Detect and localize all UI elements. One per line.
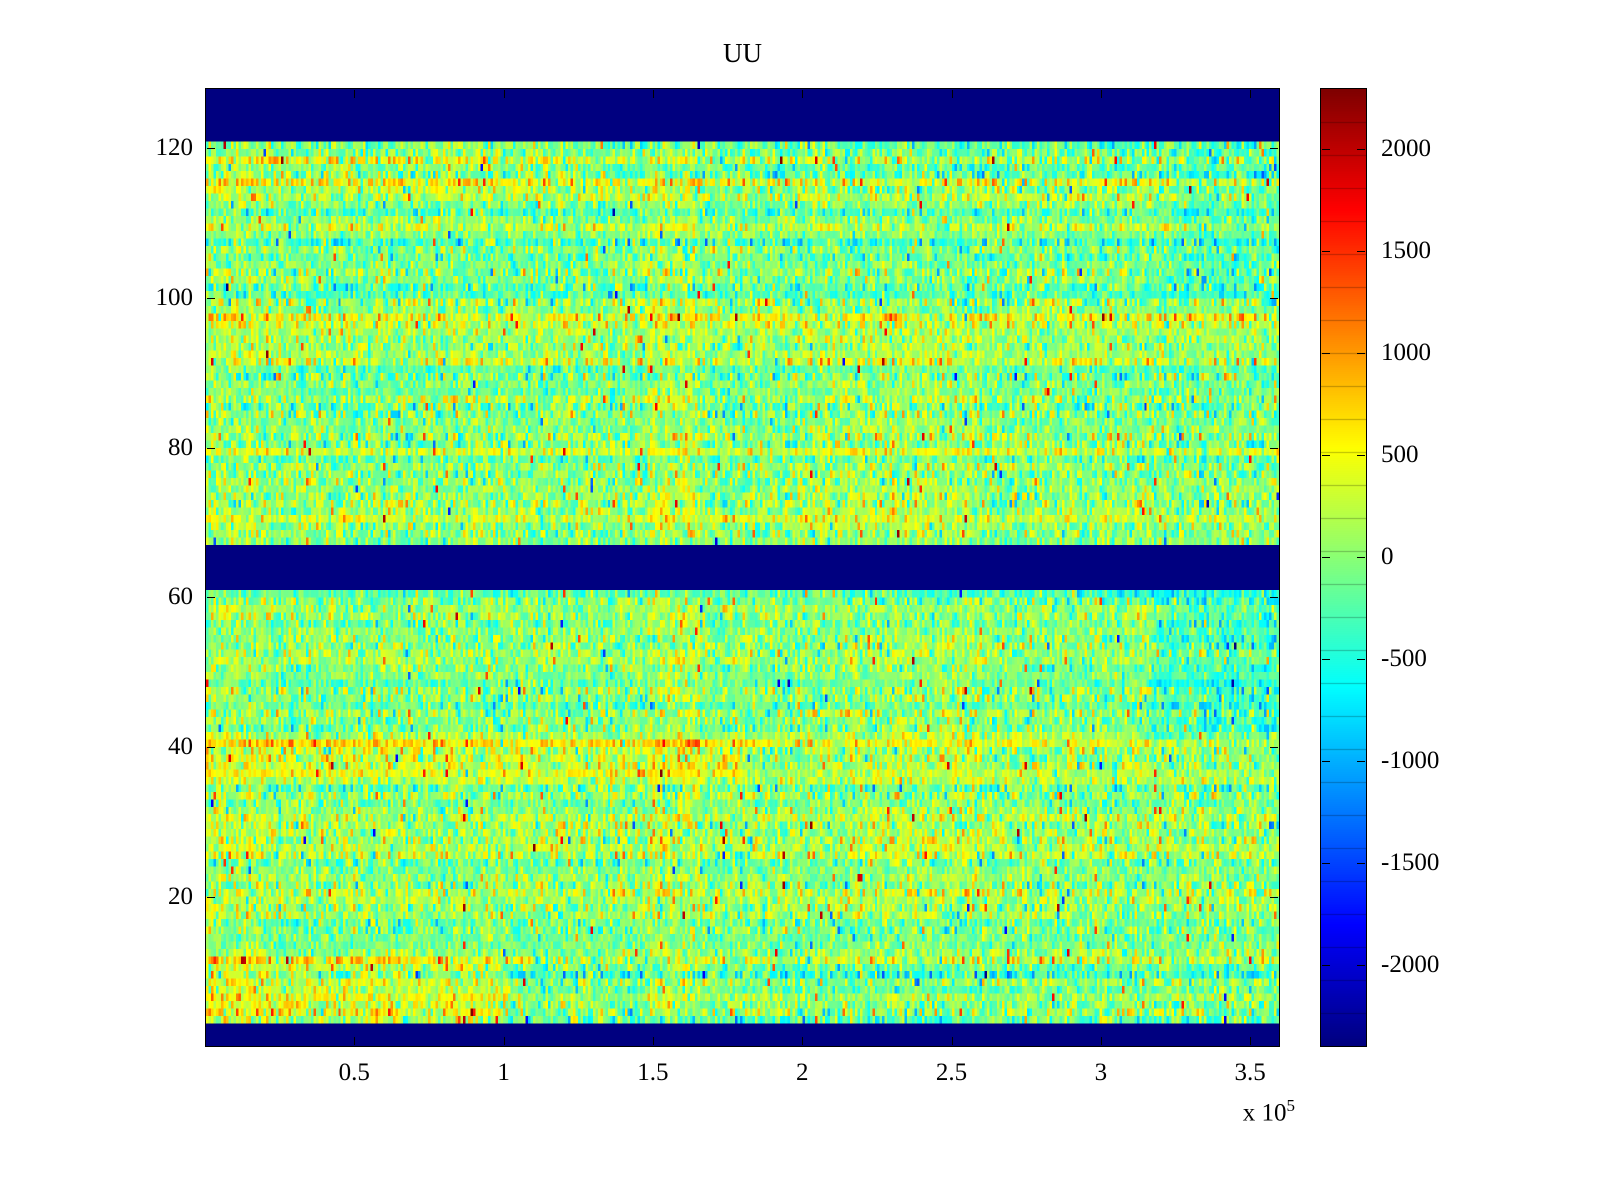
x-tick-mark: [1250, 1037, 1252, 1045]
x-tick-mark: [652, 1037, 654, 1045]
x-tick-mark: [503, 90, 505, 98]
y-tick-mark: [207, 597, 215, 599]
x-tick-label: 2.5: [935, 1059, 968, 1086]
y-tick-label: 40: [168, 733, 193, 761]
colorbar-tick-label: 1500: [1381, 237, 1431, 265]
colorbar-tick-mark: [1322, 455, 1330, 457]
x-tick-mark: [354, 1037, 356, 1045]
colorbar-tick-mark: [1357, 149, 1365, 151]
y-tick-label: 80: [168, 433, 193, 461]
x-tick-mark: [802, 1037, 804, 1045]
colorbar-tick-mark: [1322, 251, 1330, 253]
colorbar-tick-label: -1000: [1381, 747, 1440, 775]
x-exponent-power: 5: [1286, 1096, 1296, 1115]
x-tick-mark: [1100, 1037, 1102, 1045]
colorbar-tick-mark: [1322, 659, 1330, 661]
colorbar: [1320, 88, 1367, 1047]
colorbar-tick-label: 2000: [1381, 135, 1431, 163]
x-tick-mark: [354, 90, 356, 98]
chart-title: UU: [723, 38, 762, 68]
y-tick-label: 60: [168, 583, 193, 611]
heatmap-image: [206, 89, 1279, 1046]
colorbar-tick-mark: [1357, 251, 1365, 253]
x-tick-mark: [652, 90, 654, 98]
y-tick-label: 120: [155, 133, 194, 161]
y-tick-mark: [207, 897, 215, 899]
colorbar-tick-label: 500: [1381, 441, 1419, 469]
x-tick-mark: [951, 1037, 953, 1045]
x-tick-label: 0.5: [338, 1059, 370, 1086]
y-tick-mark: [1270, 147, 1278, 149]
y-tick-mark: [1270, 897, 1278, 899]
colorbar-tick-label: -2000: [1381, 951, 1440, 979]
colorbar-tick-label: 1000: [1381, 339, 1431, 367]
x-tick-label: 1: [497, 1059, 510, 1086]
colorbar-tick-label: -1500: [1381, 849, 1440, 877]
colorbar-tick-mark: [1322, 557, 1330, 559]
y-tick-mark: [207, 147, 215, 149]
colorbar-tick-mark: [1357, 659, 1365, 661]
x-tick-label: 1.5: [637, 1059, 669, 1086]
colorbar-tick-mark: [1357, 761, 1365, 763]
colorbar-tick-label: -500: [1381, 645, 1427, 673]
colorbar-tick-mark: [1322, 353, 1330, 355]
x-exponent-prefix: x 10: [1242, 1099, 1287, 1127]
x-tick-mark: [1250, 90, 1252, 98]
colorbar-tick-mark: [1357, 353, 1365, 355]
x-tick-mark: [1100, 90, 1102, 98]
y-tick-mark: [1270, 447, 1278, 449]
y-tick-mark: [1270, 747, 1278, 749]
colorbar-tick-mark: [1322, 863, 1330, 865]
colorbar-tick-mark: [1322, 965, 1330, 967]
x-tick-mark: [951, 90, 953, 98]
x-tick-mark: [503, 1037, 505, 1045]
x-axis-exponent-label: x 105: [1185, 1096, 1295, 1127]
colorbar-tick-mark: [1357, 863, 1365, 865]
colorbar-tick-mark: [1357, 965, 1365, 967]
y-tick-mark: [207, 297, 215, 299]
x-tick-label: 3.5: [1234, 1059, 1266, 1086]
colorbar-tick-mark: [1357, 455, 1365, 457]
colorbar-tick-label: 0: [1381, 543, 1394, 571]
colorbar-gradient: [1321, 89, 1366, 1046]
y-tick-mark: [207, 747, 215, 749]
colorbar-tick-mark: [1322, 761, 1330, 763]
y-tick-mark: [1270, 297, 1278, 299]
y-tick-label: 20: [168, 883, 193, 911]
y-tick-label: 100: [155, 283, 194, 311]
colorbar-tick-mark: [1357, 557, 1365, 559]
x-tick-mark: [802, 90, 804, 98]
colorbar-tick-mark: [1322, 149, 1330, 151]
y-tick-mark: [207, 447, 215, 449]
x-tick-label: 2: [795, 1059, 809, 1086]
y-tick-mark: [1270, 597, 1278, 599]
heatmap-axes: [205, 88, 1280, 1047]
x-tick-label: 3: [1094, 1059, 1108, 1086]
